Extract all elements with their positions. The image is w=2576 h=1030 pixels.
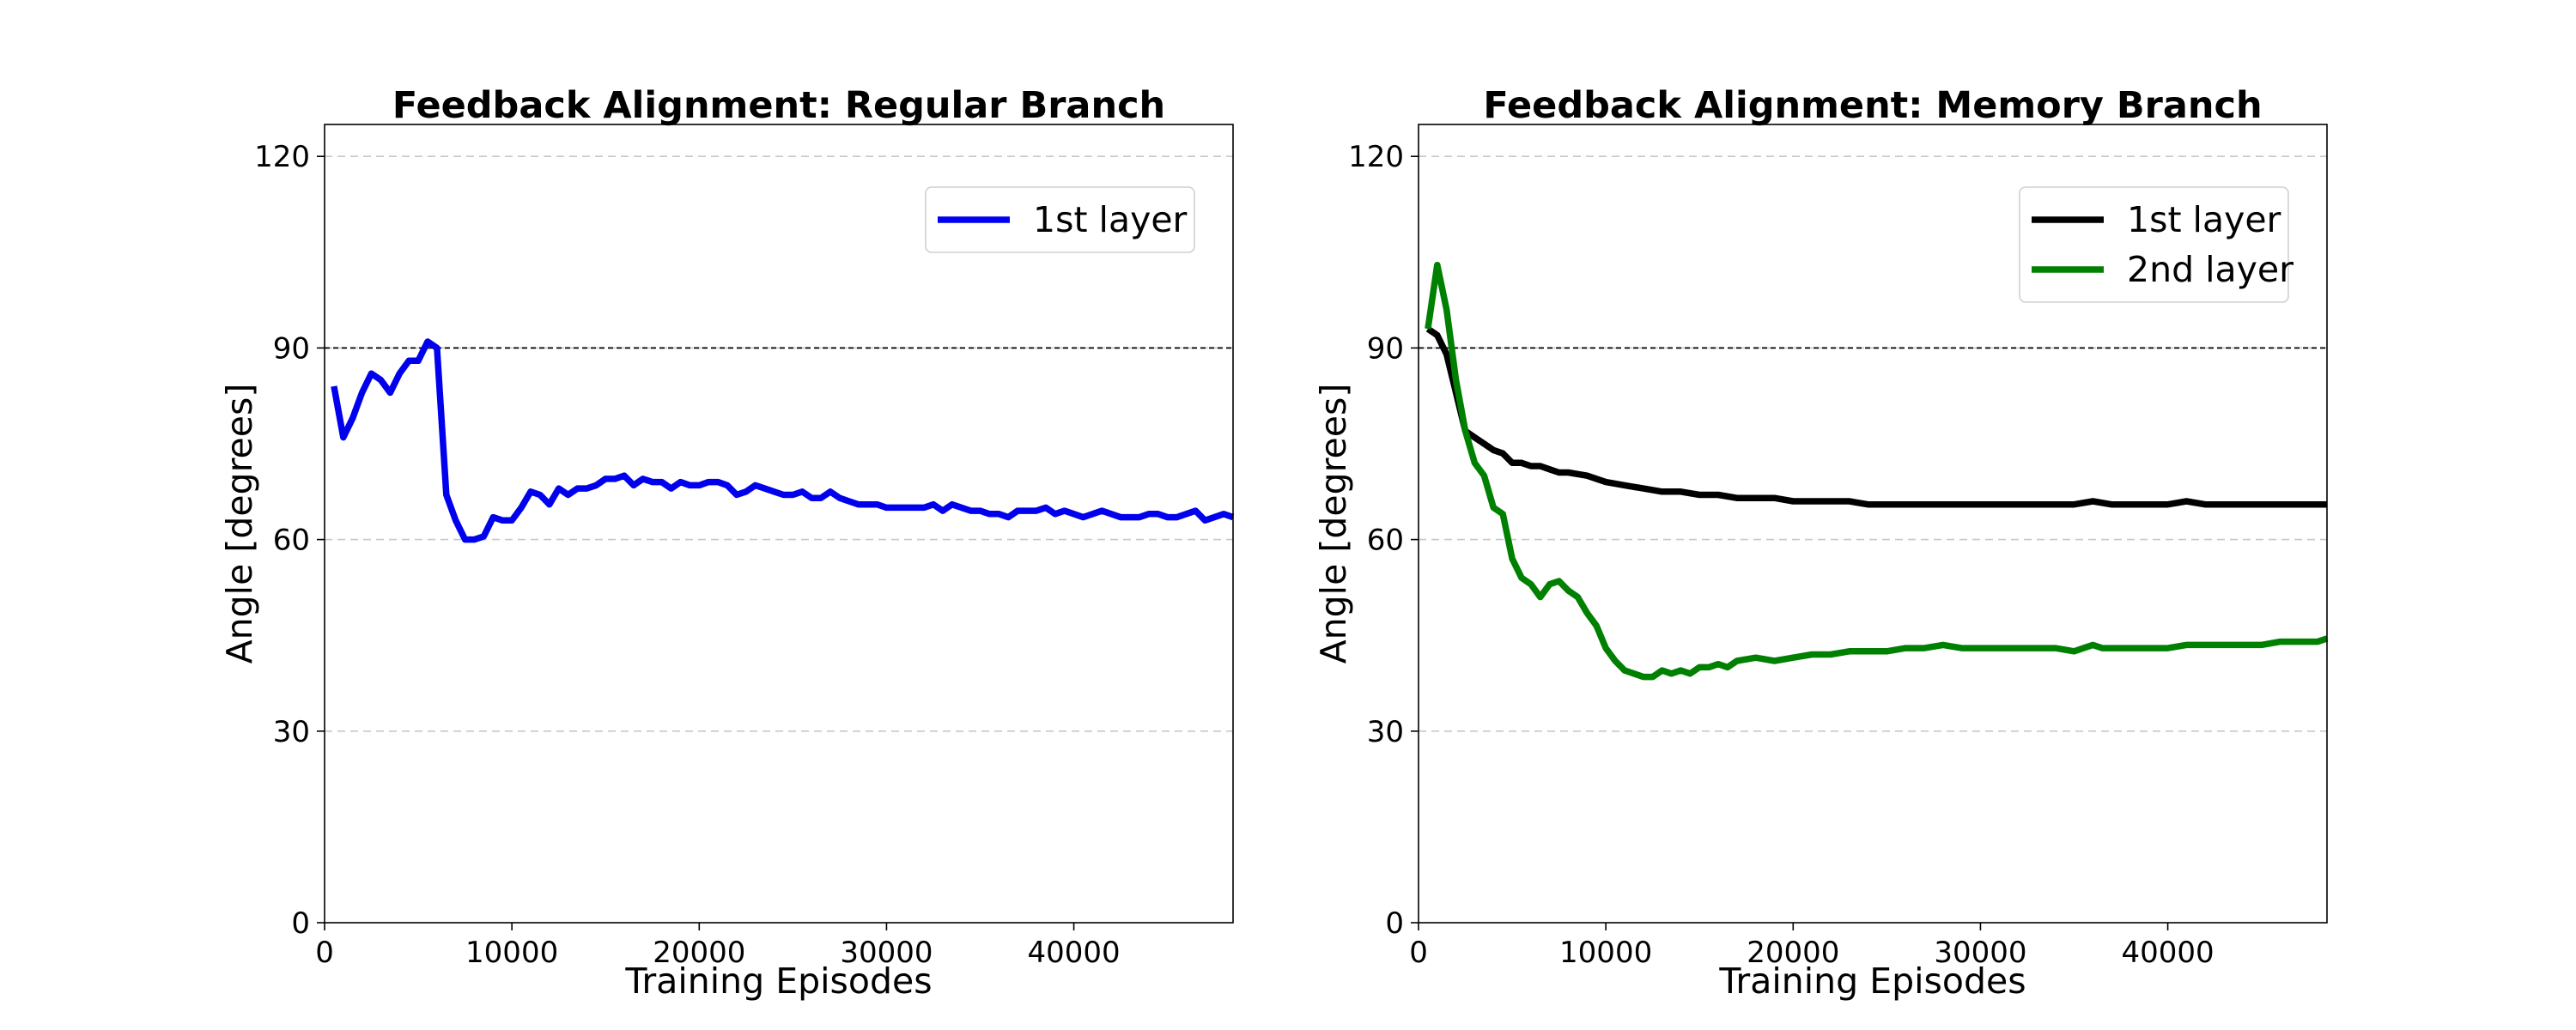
x-tick-label: 40000 — [2121, 936, 2214, 970]
plot-frame — [1418, 124, 2328, 924]
x-axis-label: Training Episodes — [624, 960, 932, 1002]
legend-box — [925, 186, 1195, 253]
x-tick-label: 20000 — [653, 936, 745, 970]
y-axis-label: Angle [degrees] — [219, 384, 260, 664]
legend: 1st layer 2nd layer — [2019, 186, 2293, 303]
y-tick-label: 0 — [1385, 906, 1404, 941]
y-tick-label: 120 — [254, 140, 310, 174]
x-axis-label: Training Episodes — [1718, 960, 2026, 1002]
y-tick-label: 0 — [291, 906, 310, 941]
legend: 1st layer — [925, 186, 1195, 253]
x-axis: 0 10000 20000 30000 40000 — [1409, 923, 2215, 970]
legend-label: 1st layer — [2127, 199, 2281, 240]
chart-memory-branch: Feedback Alignment: Memory Branch Traini… — [1313, 84, 2329, 1002]
series-line-1 — [1425, 325, 2327, 508]
y-tick-label: 60 — [1367, 524, 1404, 558]
y-tick-label: 90 — [273, 331, 310, 366]
x-tick-label: 30000 — [840, 936, 933, 970]
series-lines — [331, 338, 1235, 543]
legend-box — [2019, 186, 2289, 303]
x-axis: 0 10000 20000 30000 40000 — [315, 923, 1121, 970]
y-axis: 0 30 60 90 120 — [1348, 140, 1419, 941]
y-tick-label: 90 — [1367, 331, 1404, 366]
x-tick-label: 10000 — [465, 936, 558, 970]
plot-frame — [324, 124, 1234, 924]
x-tick-label: 10000 — [1559, 936, 1652, 970]
y-tick-label: 60 — [273, 524, 310, 558]
x-tick-label: 20000 — [1747, 936, 1839, 970]
series-line-2 — [1425, 261, 2329, 681]
grid — [325, 155, 1233, 732]
chart-regular-branch: Feedback Alignment: Regular Branch Train… — [219, 84, 1235, 1002]
series-lines — [1425, 261, 2329, 681]
chart-title: Feedback Alignment: Memory Branch — [1483, 84, 2262, 127]
chart-title: Feedback Alignment: Regular Branch — [392, 84, 1165, 127]
y-axis-label: Angle [degrees] — [1313, 384, 1354, 664]
legend-label: 1st layer — [1033, 199, 1188, 240]
legend-label: 2nd layer — [2127, 249, 2293, 290]
y-axis: 0 30 60 90 120 — [254, 140, 325, 941]
x-tick-label: 0 — [315, 936, 334, 970]
x-tick-label: 40000 — [1027, 936, 1120, 970]
y-tick-label: 30 — [1367, 715, 1404, 749]
series-line-1 — [331, 338, 1235, 543]
x-tick-label: 0 — [1409, 936, 1428, 970]
y-tick-label: 30 — [273, 715, 310, 749]
y-tick-label: 120 — [1348, 140, 1404, 174]
x-tick-label: 30000 — [1934, 936, 2026, 970]
grid — [1419, 155, 2327, 732]
